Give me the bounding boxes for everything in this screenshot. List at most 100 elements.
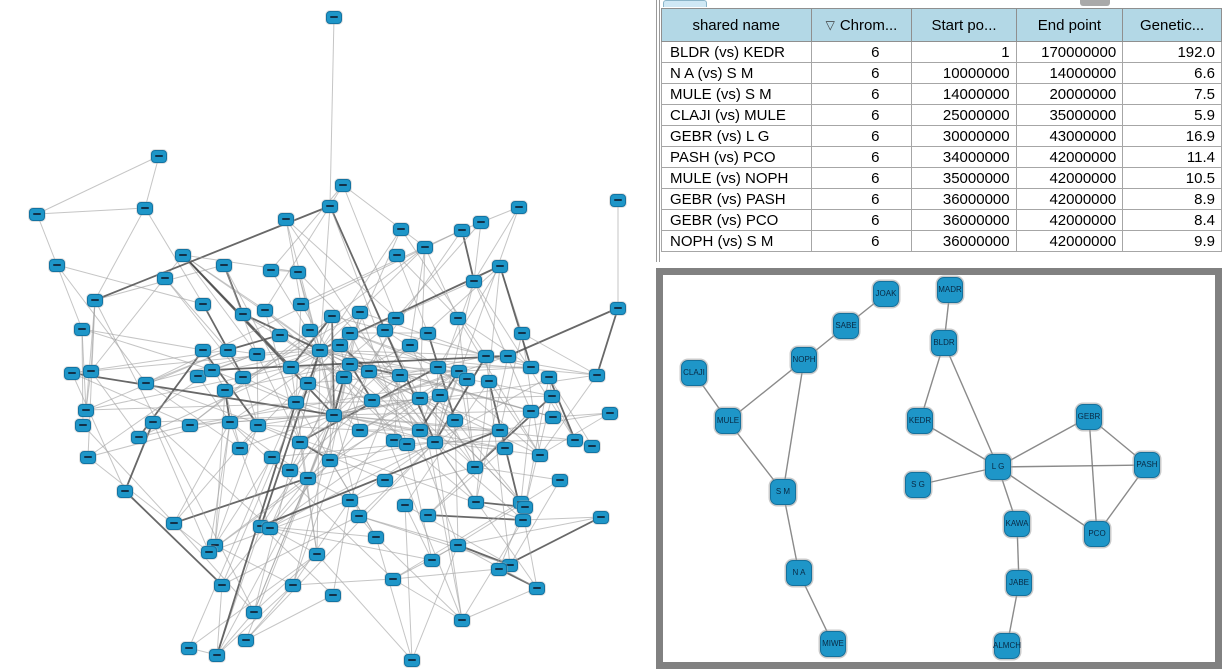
network-node[interactable] bbox=[332, 338, 348, 352]
network-node[interactable] bbox=[467, 460, 483, 474]
network-node[interactable] bbox=[222, 415, 238, 429]
network-node-joak[interactable]: JOAK bbox=[873, 281, 899, 307]
table-cell[interactable]: 6 bbox=[810, 167, 913, 189]
network-node-gebr[interactable]: GEBR bbox=[1076, 404, 1102, 430]
table-cell[interactable]: 6.6 bbox=[1122, 62, 1222, 84]
network-node-noph[interactable]: NOPH bbox=[791, 347, 817, 373]
network-node[interactable] bbox=[282, 463, 298, 477]
network-node[interactable] bbox=[392, 368, 408, 382]
network-node[interactable] bbox=[312, 343, 328, 357]
network-node[interactable] bbox=[300, 376, 316, 390]
network-node[interactable] bbox=[80, 450, 96, 464]
table-row[interactable]: GEBR (vs) PASH 6 36000000 42000000 8.9 bbox=[661, 188, 1222, 210]
table-cell[interactable]: 6 bbox=[810, 83, 913, 105]
network-node[interactable] bbox=[424, 553, 440, 567]
table-cell[interactable]: 20000000 bbox=[1015, 83, 1124, 105]
network-node[interactable] bbox=[532, 448, 548, 462]
network-node[interactable] bbox=[610, 301, 626, 315]
network-node[interactable] bbox=[478, 349, 494, 363]
network-node[interactable] bbox=[214, 578, 230, 592]
network-node[interactable] bbox=[352, 423, 368, 437]
table-cell[interactable]: 36000000 bbox=[911, 188, 1017, 210]
table-cell[interactable]: 6 bbox=[810, 41, 913, 63]
network-node[interactable] bbox=[497, 441, 513, 455]
network-node[interactable] bbox=[492, 423, 508, 437]
table-cell[interactable]: 7.5 bbox=[1122, 83, 1222, 105]
network-node[interactable] bbox=[326, 10, 342, 24]
network-node[interactable] bbox=[567, 433, 583, 447]
network-node[interactable] bbox=[544, 389, 560, 403]
network-node[interactable] bbox=[235, 307, 251, 321]
network-node[interactable] bbox=[322, 199, 338, 213]
network-node-almch[interactable]: ALMCH bbox=[993, 633, 1021, 659]
network-node[interactable] bbox=[420, 326, 436, 340]
network-node[interactable] bbox=[335, 178, 351, 192]
network-view-main[interactable] bbox=[0, 0, 650, 669]
network-node[interactable] bbox=[74, 322, 90, 336]
column-header-chrom[interactable]: ▽ Chrom... bbox=[810, 8, 913, 42]
network-node[interactable] bbox=[249, 347, 265, 361]
table-cell[interactable]: 1 bbox=[911, 41, 1017, 63]
table-cell[interactable]: 25000000 bbox=[911, 104, 1017, 126]
network-node[interactable] bbox=[151, 149, 167, 163]
network-node[interactable] bbox=[459, 372, 475, 386]
network-node[interactable] bbox=[201, 545, 217, 559]
table-cell[interactable]: N A (vs) S M bbox=[661, 62, 812, 84]
network-node[interactable] bbox=[377, 473, 393, 487]
network-node[interactable] bbox=[235, 370, 251, 384]
network-node-kawa[interactable]: KAWA bbox=[1004, 511, 1030, 537]
network-node[interactable] bbox=[300, 471, 316, 485]
table-cell[interactable]: 170000000 bbox=[1015, 41, 1124, 63]
network-node[interactable] bbox=[364, 393, 380, 407]
network-node[interactable] bbox=[257, 303, 273, 317]
network-node[interactable] bbox=[83, 364, 99, 378]
column-header-sharedname[interactable]: shared name bbox=[661, 8, 812, 42]
table-cell[interactable]: 5.9 bbox=[1122, 104, 1222, 126]
table-row[interactable]: GEBR (vs) L G 6 30000000 43000000 16.9 bbox=[661, 125, 1222, 147]
network-node[interactable] bbox=[397, 498, 413, 512]
table-cell[interactable]: CLAJI (vs) MULE bbox=[661, 104, 812, 126]
network-node[interactable] bbox=[325, 588, 341, 602]
network-node[interactable] bbox=[272, 328, 288, 342]
network-node[interactable] bbox=[399, 437, 415, 451]
network-node[interactable] bbox=[75, 418, 91, 432]
network-node-kedr[interactable]: KEDR bbox=[907, 408, 933, 434]
network-node[interactable] bbox=[584, 439, 600, 453]
network-node[interactable] bbox=[238, 633, 254, 647]
network-node[interactable] bbox=[324, 309, 340, 323]
network-node[interactable] bbox=[447, 413, 463, 427]
table-row[interactable]: CLAJI (vs) MULE 6 25000000 35000000 5.9 bbox=[661, 104, 1222, 126]
network-node[interactable] bbox=[216, 258, 232, 272]
table-cell[interactable]: 6 bbox=[810, 62, 913, 84]
network-node[interactable] bbox=[529, 581, 545, 595]
table-cell[interactable]: 6 bbox=[810, 188, 913, 210]
table-cell[interactable]: 42000000 bbox=[1015, 188, 1124, 210]
network-node[interactable] bbox=[412, 391, 428, 405]
table-cell[interactable]: MULE (vs) S M bbox=[661, 83, 812, 105]
table-row[interactable]: N A (vs) S M 6 10000000 14000000 6.6 bbox=[661, 62, 1222, 84]
network-node[interactable] bbox=[157, 271, 173, 285]
network-node-sm[interactable]: S M bbox=[770, 479, 796, 505]
network-node[interactable] bbox=[292, 435, 308, 449]
table-cell[interactable]: 8.9 bbox=[1122, 188, 1222, 210]
network-node[interactable] bbox=[263, 263, 279, 277]
network-node[interactable] bbox=[204, 363, 220, 377]
network-node[interactable] bbox=[473, 215, 489, 229]
network-node[interactable] bbox=[288, 395, 304, 409]
table-cell[interactable]: 6 bbox=[810, 104, 913, 126]
table-cell[interactable]: 16.9 bbox=[1122, 125, 1222, 147]
tab-fragment[interactable] bbox=[663, 0, 707, 7]
network-node[interactable] bbox=[545, 410, 561, 424]
table-cell[interactable]: NOPH (vs) S M bbox=[661, 230, 812, 252]
network-node[interactable] bbox=[427, 435, 443, 449]
network-node[interactable] bbox=[593, 510, 609, 524]
table-cell[interactable]: 14000000 bbox=[1015, 62, 1124, 84]
network-node[interactable] bbox=[541, 370, 557, 384]
network-node-jabe[interactable]: JABE bbox=[1006, 570, 1032, 596]
network-node[interactable] bbox=[361, 364, 377, 378]
network-node[interactable] bbox=[64, 366, 80, 380]
table-cell[interactable]: 42000000 bbox=[1015, 167, 1124, 189]
network-node-na[interactable]: N A bbox=[786, 560, 812, 586]
network-node[interactable] bbox=[117, 484, 133, 498]
table-cell[interactable]: MULE (vs) NOPH bbox=[661, 167, 812, 189]
